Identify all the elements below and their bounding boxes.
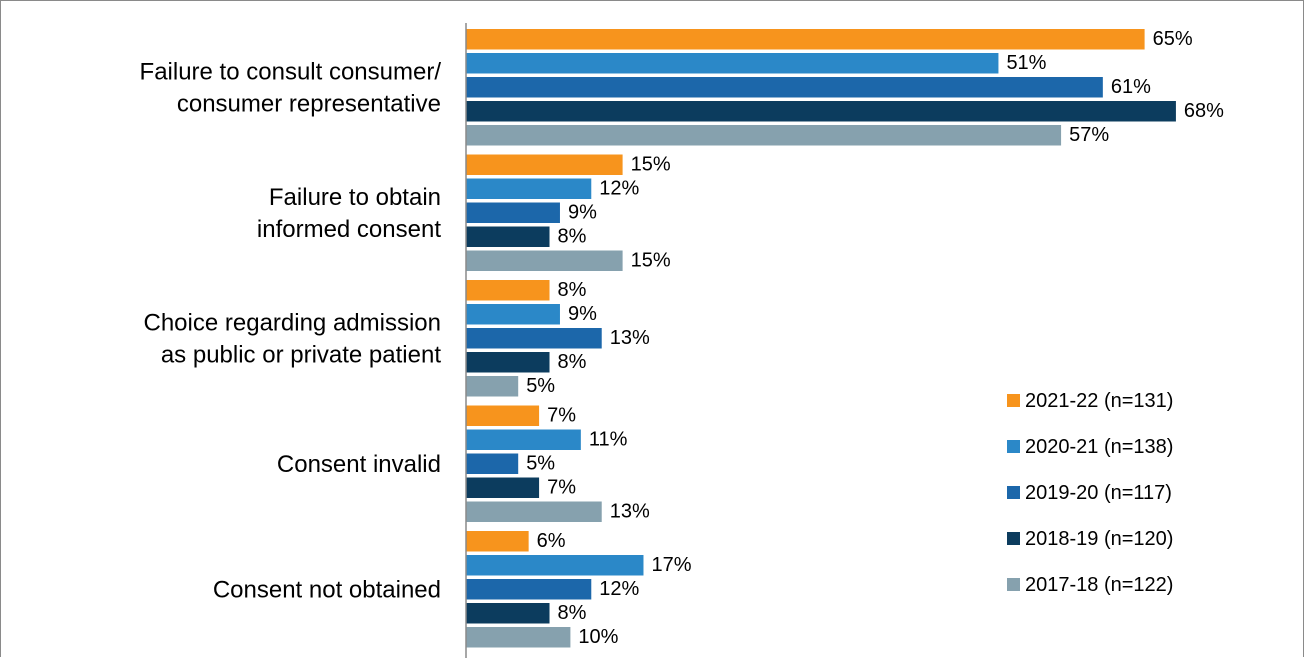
value-label-1-2: 9% xyxy=(568,202,597,224)
legend-swatch-3 xyxy=(1007,532,1020,545)
legend: 2021-22 (n=131) 2020-21 (n=138) 2019-20 (n… xyxy=(1007,390,1173,596)
bar-4-1 xyxy=(466,555,644,576)
value-label-2-0: 8% xyxy=(558,279,587,301)
bar-2-1 xyxy=(466,304,560,325)
value-label-1-3: 8% xyxy=(558,226,587,248)
value-label-3-2: 5% xyxy=(526,453,555,475)
bar-1-2 xyxy=(466,202,560,223)
value-label-0-0: 65% xyxy=(1153,28,1193,50)
bars-group: 65%51%61%68%57%15%12%9%8%15%8%9%13%8%5%7… xyxy=(466,28,1224,648)
bar-0-0 xyxy=(466,29,1145,50)
legend-label-2: 2019-20 (n=117) xyxy=(1025,482,1172,504)
bar-0-2 xyxy=(466,77,1103,98)
value-label-3-3: 7% xyxy=(547,477,576,499)
value-label-4-1: 17% xyxy=(651,554,691,576)
bar-2-3 xyxy=(466,352,550,373)
bar-4-0 xyxy=(466,531,529,552)
value-label-2-1: 9% xyxy=(568,303,597,325)
bar-3-2 xyxy=(466,453,519,474)
value-label-2-4: 5% xyxy=(526,375,555,397)
bar-2-2 xyxy=(466,328,602,349)
legend-label-4: 2017-18 (n=122) xyxy=(1025,574,1173,596)
value-label-4-0: 6% xyxy=(537,530,566,552)
legend-label-1: 2020-21 (n=138) xyxy=(1025,436,1173,458)
bar-3-1 xyxy=(466,429,581,450)
value-label-3-1: 11% xyxy=(589,429,628,451)
value-label-1-4: 15% xyxy=(631,250,671,272)
value-label-0-1: 51% xyxy=(1006,52,1046,74)
value-label-1-1: 12% xyxy=(599,178,639,200)
legend-label-3: 2018-19 (n=120) xyxy=(1025,528,1173,550)
category-label-3-line-0: Consent invalid xyxy=(277,451,441,478)
bar-1-4 xyxy=(466,250,623,271)
category-label-0-line-1: consumer representative xyxy=(177,90,441,117)
bar-3-0 xyxy=(466,405,540,426)
value-label-4-2: 12% xyxy=(599,578,639,600)
bar-4-3 xyxy=(466,603,550,624)
bar-0-3 xyxy=(466,101,1176,122)
bar-2-4 xyxy=(466,376,519,397)
legend-label-0: 2021-22 (n=131) xyxy=(1025,390,1173,412)
bar-4-4 xyxy=(466,627,571,648)
bar-3-3 xyxy=(466,477,540,498)
bar-3-4 xyxy=(466,501,602,522)
category-label-2-line-1: as public or private patient xyxy=(161,341,441,368)
bar-2-0 xyxy=(466,280,550,301)
value-label-2-3: 8% xyxy=(558,351,587,373)
legend-swatch-0 xyxy=(1007,394,1020,407)
bar-1-1 xyxy=(466,178,592,199)
bar-0-4 xyxy=(466,125,1062,146)
bar-4-2 xyxy=(466,579,592,600)
value-label-0-2: 61% xyxy=(1111,76,1151,98)
category-label-1-line-0: Failure to obtain xyxy=(269,184,441,211)
value-label-0-3: 68% xyxy=(1184,100,1224,122)
bar-0-1 xyxy=(466,53,999,74)
value-label-4-3: 8% xyxy=(558,602,587,624)
category-label-1-line-1: informed consent xyxy=(257,216,441,243)
legend-swatch-4 xyxy=(1007,578,1020,591)
value-label-0-4: 57% xyxy=(1069,124,1109,146)
value-label-3-4: 13% xyxy=(610,501,650,523)
category-label-2-line-0: Choice regarding admission xyxy=(144,309,442,336)
legend-swatch-2 xyxy=(1007,486,1020,499)
value-label-2-2: 13% xyxy=(610,327,650,349)
category-label-0-line-0: Failure to consult consumer/ xyxy=(140,58,442,85)
value-label-3-0: 7% xyxy=(547,405,576,427)
category-labels: Failure to consult consumer/consumer rep… xyxy=(140,58,442,603)
legend-swatch-1 xyxy=(1007,440,1020,453)
value-label-4-4: 10% xyxy=(578,626,618,648)
value-label-1-0: 15% xyxy=(631,154,671,176)
bar-1-0 xyxy=(466,154,623,175)
bar-1-3 xyxy=(466,226,550,247)
category-label-4-line-0: Consent not obtained xyxy=(213,576,441,603)
